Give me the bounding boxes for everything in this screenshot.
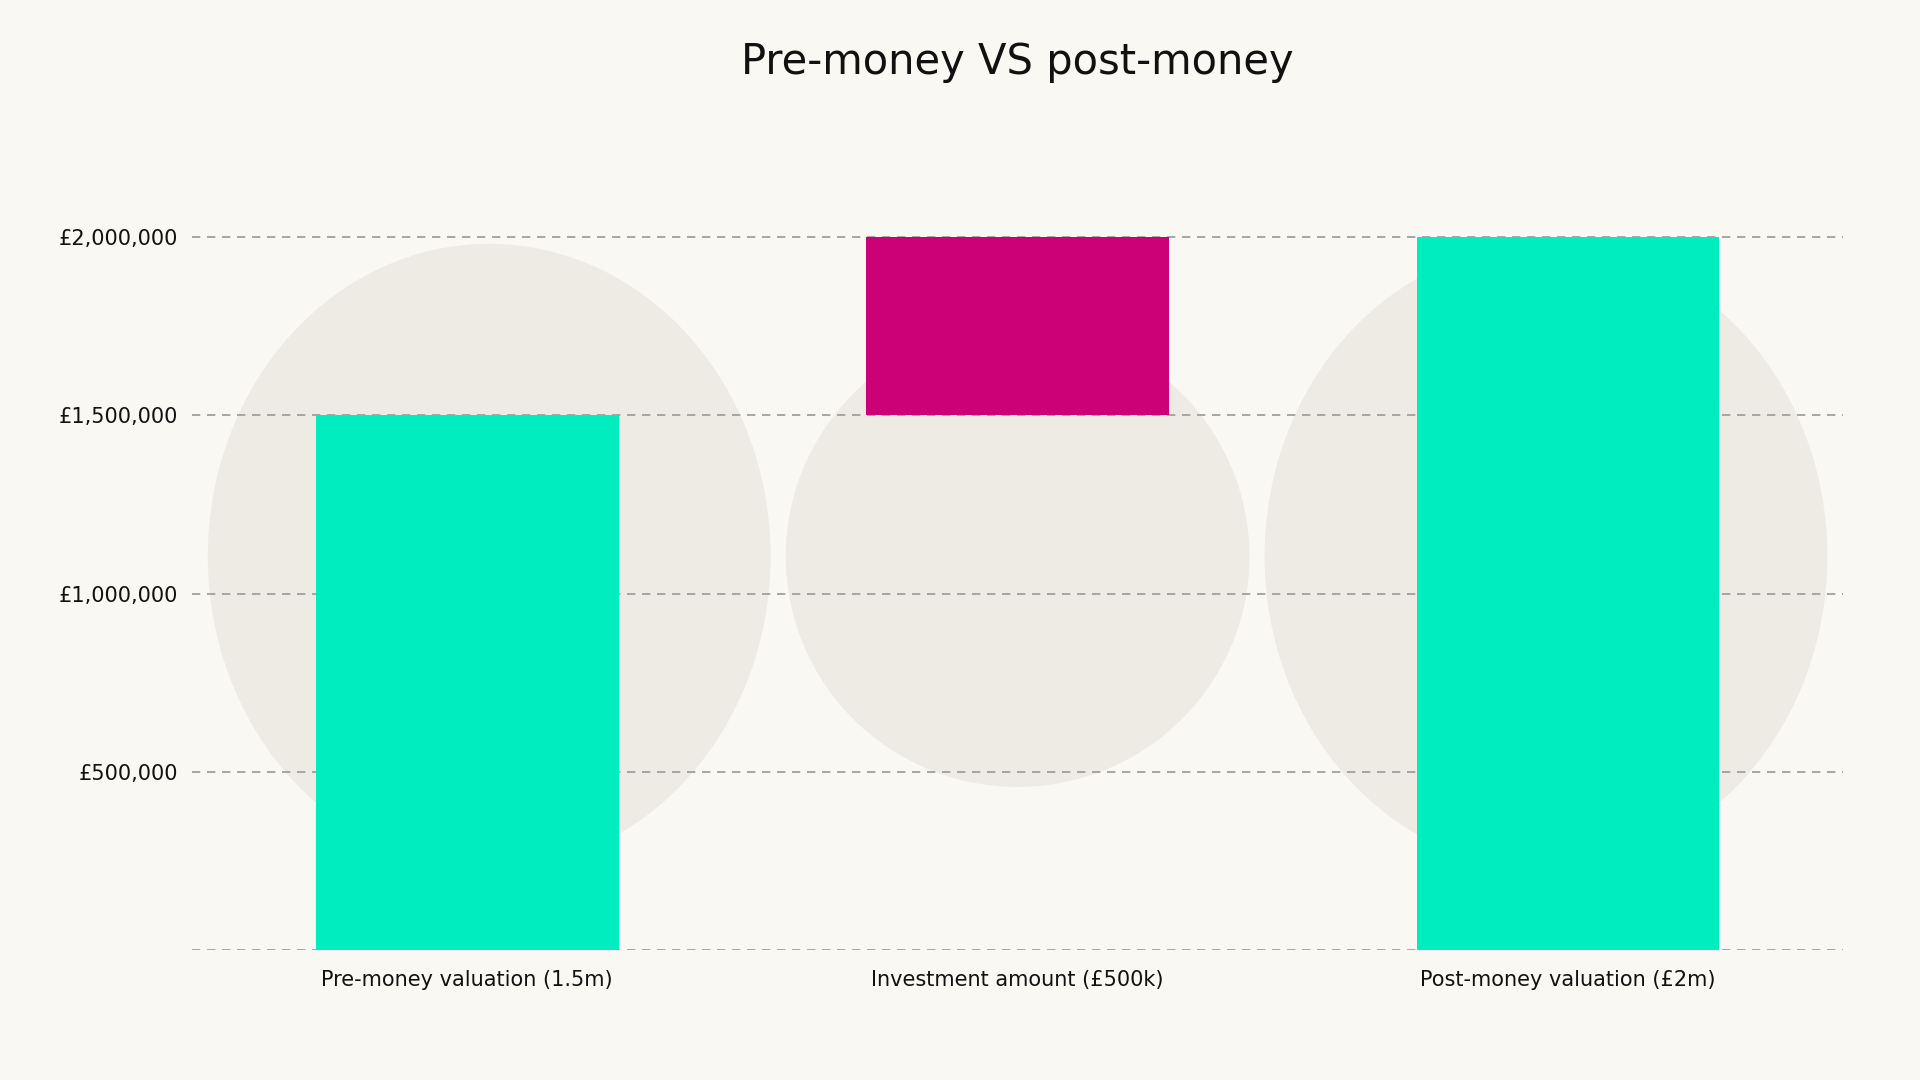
Ellipse shape [1265,244,1826,868]
Ellipse shape [787,326,1248,786]
Bar [1417,237,1720,950]
Bar [315,415,618,950]
Title: Pre-money VS post-money: Pre-money VS post-money [741,41,1294,83]
Ellipse shape [209,244,770,868]
Bar [866,237,1169,415]
